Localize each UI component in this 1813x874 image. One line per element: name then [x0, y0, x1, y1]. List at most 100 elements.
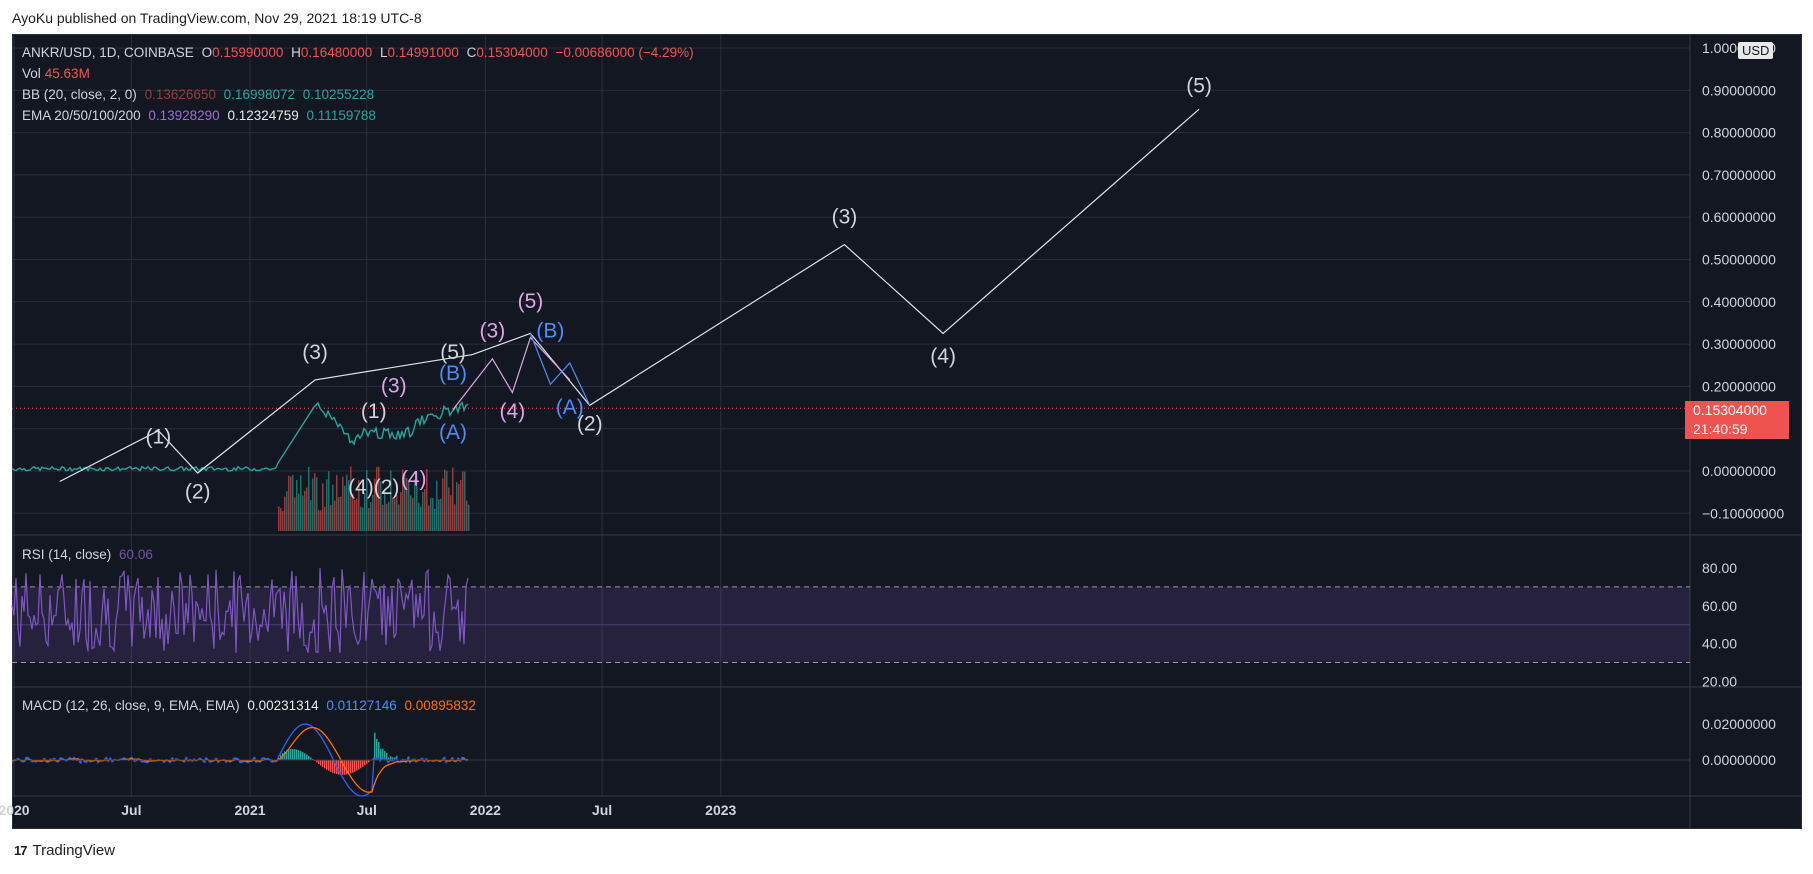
volume-bar — [412, 497, 414, 531]
volume-bar — [336, 475, 338, 531]
footer-brand[interactable]: 17 TradingView — [14, 842, 115, 859]
macd-histogram-bar — [386, 753, 388, 761]
macd-histogram-bar — [308, 755, 310, 761]
macd-histogram-bar — [380, 748, 382, 761]
low-value: 0.14991000 — [387, 45, 459, 60]
wave-label: (4) — [930, 345, 956, 368]
volume-bar — [386, 503, 388, 531]
volume-bar — [448, 487, 450, 531]
volume-bar — [458, 483, 460, 531]
volume-bar — [370, 502, 372, 531]
macd-histogram-bar — [306, 754, 308, 761]
volume-bar — [422, 492, 424, 531]
volume-bar — [288, 475, 290, 531]
wave-label: (B) — [536, 320, 564, 343]
volume-bar — [450, 495, 452, 531]
macd-histogram-bar — [310, 757, 312, 761]
wave-label: (5) — [518, 290, 544, 313]
volume-bar — [388, 501, 390, 531]
time-tick-label: 2020 — [0, 802, 30, 818]
time-tick-label: 2021 — [234, 802, 265, 818]
volume-bar — [346, 474, 348, 531]
volume-bar — [400, 492, 402, 531]
volume-legend: Vol 45.63M — [22, 66, 90, 81]
bb-legend: BB (20, close, 2, 0) 0.13626650 0.169980… — [22, 87, 375, 102]
price-series-line — [11, 401, 469, 472]
volume-bar — [416, 472, 418, 531]
volume-bar — [382, 504, 384, 531]
volume-bar — [306, 487, 308, 531]
macd-histogram-bar — [328, 760, 330, 771]
bar-countdown: 21:40:59 — [1693, 421, 1748, 437]
macd-legend: MACD (12, 26, close, 9, EMA, EMA) 0.0023… — [22, 698, 476, 713]
macd-histogram-bar — [334, 760, 336, 774]
macd-histogram-bar — [284, 751, 286, 761]
macd-histogram-bar — [84, 760, 86, 763]
volume-bar — [440, 498, 442, 531]
price-history — [11, 401, 1690, 797]
volume-bar — [390, 470, 392, 531]
macd-histogram-bar — [298, 750, 300, 761]
macd-histogram-bar — [286, 750, 288, 761]
volume-bar — [340, 496, 342, 531]
volume-bar — [286, 491, 288, 531]
volume-bar — [348, 480, 350, 531]
macd-histogram-bar — [338, 760, 340, 775]
volume-bar — [404, 474, 406, 531]
macd-histogram-bar — [342, 760, 344, 775]
volume-bar — [354, 500, 356, 531]
price-tick-label: 0.80000000 — [1702, 125, 1776, 141]
chart-frame[interactable] — [12, 34, 1802, 829]
price-tick-label: 0.20000000 — [1702, 378, 1776, 394]
volume-bar — [378, 466, 380, 531]
macd-histogram-bar — [384, 750, 386, 761]
wave-label: (2) — [577, 413, 603, 436]
volume-bar — [444, 469, 446, 531]
macd-histogram-bar — [390, 756, 392, 761]
volume-bar — [284, 496, 286, 531]
volume-bar — [310, 500, 312, 531]
volume-bar — [464, 471, 466, 531]
wave-labels: (1)(2)(3)(4)(2)(1)(3)(4)(5)(B)(A)(3)(4)(… — [146, 74, 1212, 503]
macd-histogram-bar — [346, 760, 348, 775]
wave-lines — [59, 108, 1200, 483]
macd-histogram-bar — [288, 749, 290, 761]
volume-bar — [296, 479, 298, 531]
wave-label: (4) — [401, 468, 427, 491]
macd-histogram-bar — [316, 760, 318, 763]
volume-bar — [302, 495, 304, 531]
volume-bar — [398, 504, 400, 531]
currency-badge[interactable]: USD — [1738, 42, 1774, 59]
wave-line-1 — [452, 336, 571, 410]
volume-bar — [432, 497, 434, 531]
volume-bar — [424, 489, 426, 531]
macd-histogram-bar — [332, 760, 334, 773]
wave-label: (3) — [832, 205, 858, 228]
volume-bar — [298, 493, 300, 531]
volume-bar — [338, 496, 340, 531]
macd-histogram-bar — [360, 760, 362, 769]
volume-bar — [426, 469, 428, 531]
symbol-label[interactable]: ANKR/USD, 1D, COINBASE — [22, 45, 194, 60]
volume-bar — [344, 485, 346, 531]
macd-histogram-bar — [136, 760, 138, 762]
macd-histogram-bar — [378, 742, 380, 761]
volume-bar — [396, 494, 398, 531]
volume-bar — [380, 481, 382, 531]
rsi-value: 60.06 — [119, 547, 153, 562]
volume-bar — [452, 467, 454, 531]
volume-bar — [334, 500, 336, 531]
wave-label: (B) — [439, 362, 467, 385]
volume-bar — [438, 499, 440, 531]
last-price-tag: 0.15304000 21:40:59 — [1685, 401, 1789, 439]
ema-legend: EMA 20/50/100/200 0.13928290 0.12324759 … — [22, 108, 376, 123]
volume-bar — [460, 479, 462, 531]
macd-histogram-bar — [366, 760, 368, 764]
volume-bar — [332, 484, 334, 531]
volume-bar — [428, 505, 430, 531]
macd-histogram-bar — [358, 760, 360, 770]
volume-bar — [314, 473, 316, 531]
volume-bar — [366, 470, 368, 531]
volume-bar — [446, 471, 448, 531]
